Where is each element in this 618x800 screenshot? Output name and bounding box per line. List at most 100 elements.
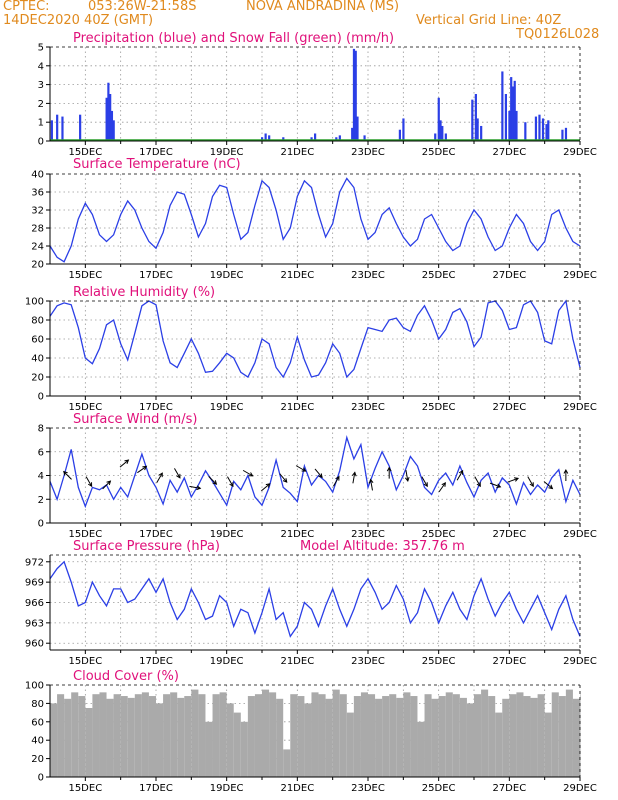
cloud-cover-bar	[523, 696, 531, 777]
y-tick-label: 20	[31, 260, 44, 271]
cloud-cover-bar	[318, 694, 326, 777]
cloud-cover-bar	[283, 749, 291, 777]
precipitation-bar	[561, 129, 564, 141]
x-tick-label: 25DEC	[422, 656, 456, 667]
y-tick-label: 8	[38, 424, 44, 435]
precipitation-panel: 0 1 2 3 4 5 15DEC 17DEC 19DEC 21DEC 23DEC 25DEC 27DE…	[38, 31, 597, 158]
precipitation-bar	[112, 120, 115, 141]
x-tick-label: 27DEC	[492, 529, 526, 540]
x-tick-label: 27DEC	[492, 656, 526, 667]
wind-arrow-head	[265, 483, 271, 488]
wind-arrow-head	[248, 472, 254, 477]
wind-arrow-head	[63, 470, 68, 476]
cloud-cover-bar	[403, 692, 411, 777]
wind-arrow-head	[124, 459, 130, 464]
cloud-cover-bar	[85, 708, 93, 777]
x-tick-label: 17DEC	[139, 529, 173, 540]
x-tick-label: 29DEC	[563, 147, 597, 158]
x-tick-label: 19DEC	[210, 147, 244, 158]
header-city: NOVA ANDRADINA (MS)	[246, 0, 400, 14]
wind-arrow-head	[351, 471, 357, 477]
cloud-cover-bar	[304, 703, 312, 777]
x-tick-label: 15DEC	[68, 656, 102, 667]
cloud-cover-bar	[156, 703, 164, 777]
panel-title: Precipitation (blue) and Snow Fall (gree…	[73, 31, 394, 46]
cloud-cover-bar	[565, 689, 573, 777]
panel-title: Relative Humidity (%)	[73, 285, 215, 300]
x-tick-label: 19DEC	[210, 656, 244, 667]
wind-arrow-head	[458, 469, 464, 475]
x-tick-label: 17DEC	[139, 783, 173, 794]
cloud-cover-bar	[134, 694, 142, 777]
precipitation-bar	[79, 114, 82, 141]
precipitation-bar	[511, 86, 515, 141]
y-tick-label: 60	[31, 335, 44, 346]
precipitation-bar	[310, 137, 313, 141]
wind-arrow-head	[212, 480, 218, 485]
precipitation-bar	[510, 77, 513, 141]
wind-arrow-head	[318, 473, 323, 479]
y-tick-label: 0	[38, 392, 44, 403]
x-tick-label: 15DEC	[68, 529, 102, 540]
cloud-cover-bar	[240, 721, 248, 777]
x-tick-label: 21DEC	[280, 402, 314, 413]
wind-arrow-head	[106, 480, 112, 486]
cloud-cover-bar	[120, 696, 128, 777]
wind-arrow-shaft	[242, 469, 253, 477]
y-tick-label: 100	[25, 297, 44, 308]
wind-arrow-head	[514, 477, 520, 482]
cloud-cover-bar	[368, 694, 376, 777]
cloud-cover-bar	[516, 692, 524, 777]
humidity-panel: 0 20 40 60 80 100 15DEC 17DEC 19DEC 21DEC 23DEC 25D…	[25, 285, 597, 413]
wind-arrow-shaft	[279, 473, 288, 483]
cloud-cover-bar	[346, 712, 354, 777]
wind-arrow-shaft	[85, 476, 93, 487]
series-line	[49, 177, 581, 263]
panel-title: Surface Wind (m/s)	[73, 412, 197, 427]
precipitation-bar	[338, 135, 341, 141]
precipitation-bar	[504, 94, 507, 141]
y-tick-label: 972	[25, 557, 44, 568]
wind-arrow-shaft	[527, 476, 534, 487]
y-tick-label: 40	[31, 354, 44, 365]
cloud-cover-bar	[106, 698, 114, 777]
x-tick-label: 27DEC	[492, 783, 526, 794]
x-tick-label: 25DEC	[422, 402, 456, 413]
wind-arrow-shaft	[489, 482, 501, 488]
precipitation-bar	[547, 120, 550, 141]
precipitation-bar	[541, 118, 545, 141]
x-tick-label: 21DEC	[280, 147, 314, 158]
x-tick-label: 15DEC	[68, 783, 102, 794]
cloud-cover-bar	[544, 712, 552, 777]
cloud-cover-bar	[311, 692, 319, 777]
y-tick-label: 6	[38, 447, 44, 458]
x-tick-label: 17DEC	[139, 270, 173, 281]
y-tick-label: 28	[31, 224, 44, 235]
x-tick-label: 29DEC	[563, 270, 597, 281]
y-tick-label: 2	[38, 495, 44, 506]
panel-title: Surface Pressure (hPa)	[73, 539, 220, 554]
cloud-cover-bar	[481, 689, 489, 777]
cloud-cover-bar	[502, 698, 510, 777]
wind-arrow-head	[176, 473, 181, 479]
y-tick-label: 20	[31, 373, 44, 384]
precipitation-bar	[110, 110, 114, 141]
y-tick-label: 960	[25, 639, 44, 650]
x-tick-label: 29DEC	[563, 783, 597, 794]
panel-title: Cloud Cover (%)	[73, 669, 179, 684]
x-tick-label: 29DEC	[563, 529, 597, 540]
precipitation-bar	[513, 80, 516, 141]
cloud-cover-bar	[353, 696, 361, 777]
wind-arrow-shaft	[63, 471, 72, 480]
wind-arrow-shaft	[156, 472, 163, 483]
precipitation-bar	[264, 133, 267, 141]
wind-arrow-shaft	[352, 472, 356, 484]
precipitation-bar	[538, 114, 541, 141]
x-tick-label: 25DEC	[422, 270, 456, 281]
y-tick-label: 60	[31, 717, 44, 728]
wind-arrow-shaft	[507, 477, 519, 483]
wind-arrow-head	[476, 482, 481, 488]
wind-arrow-shaft	[333, 476, 340, 487]
cloud-cover-bar	[247, 696, 255, 777]
